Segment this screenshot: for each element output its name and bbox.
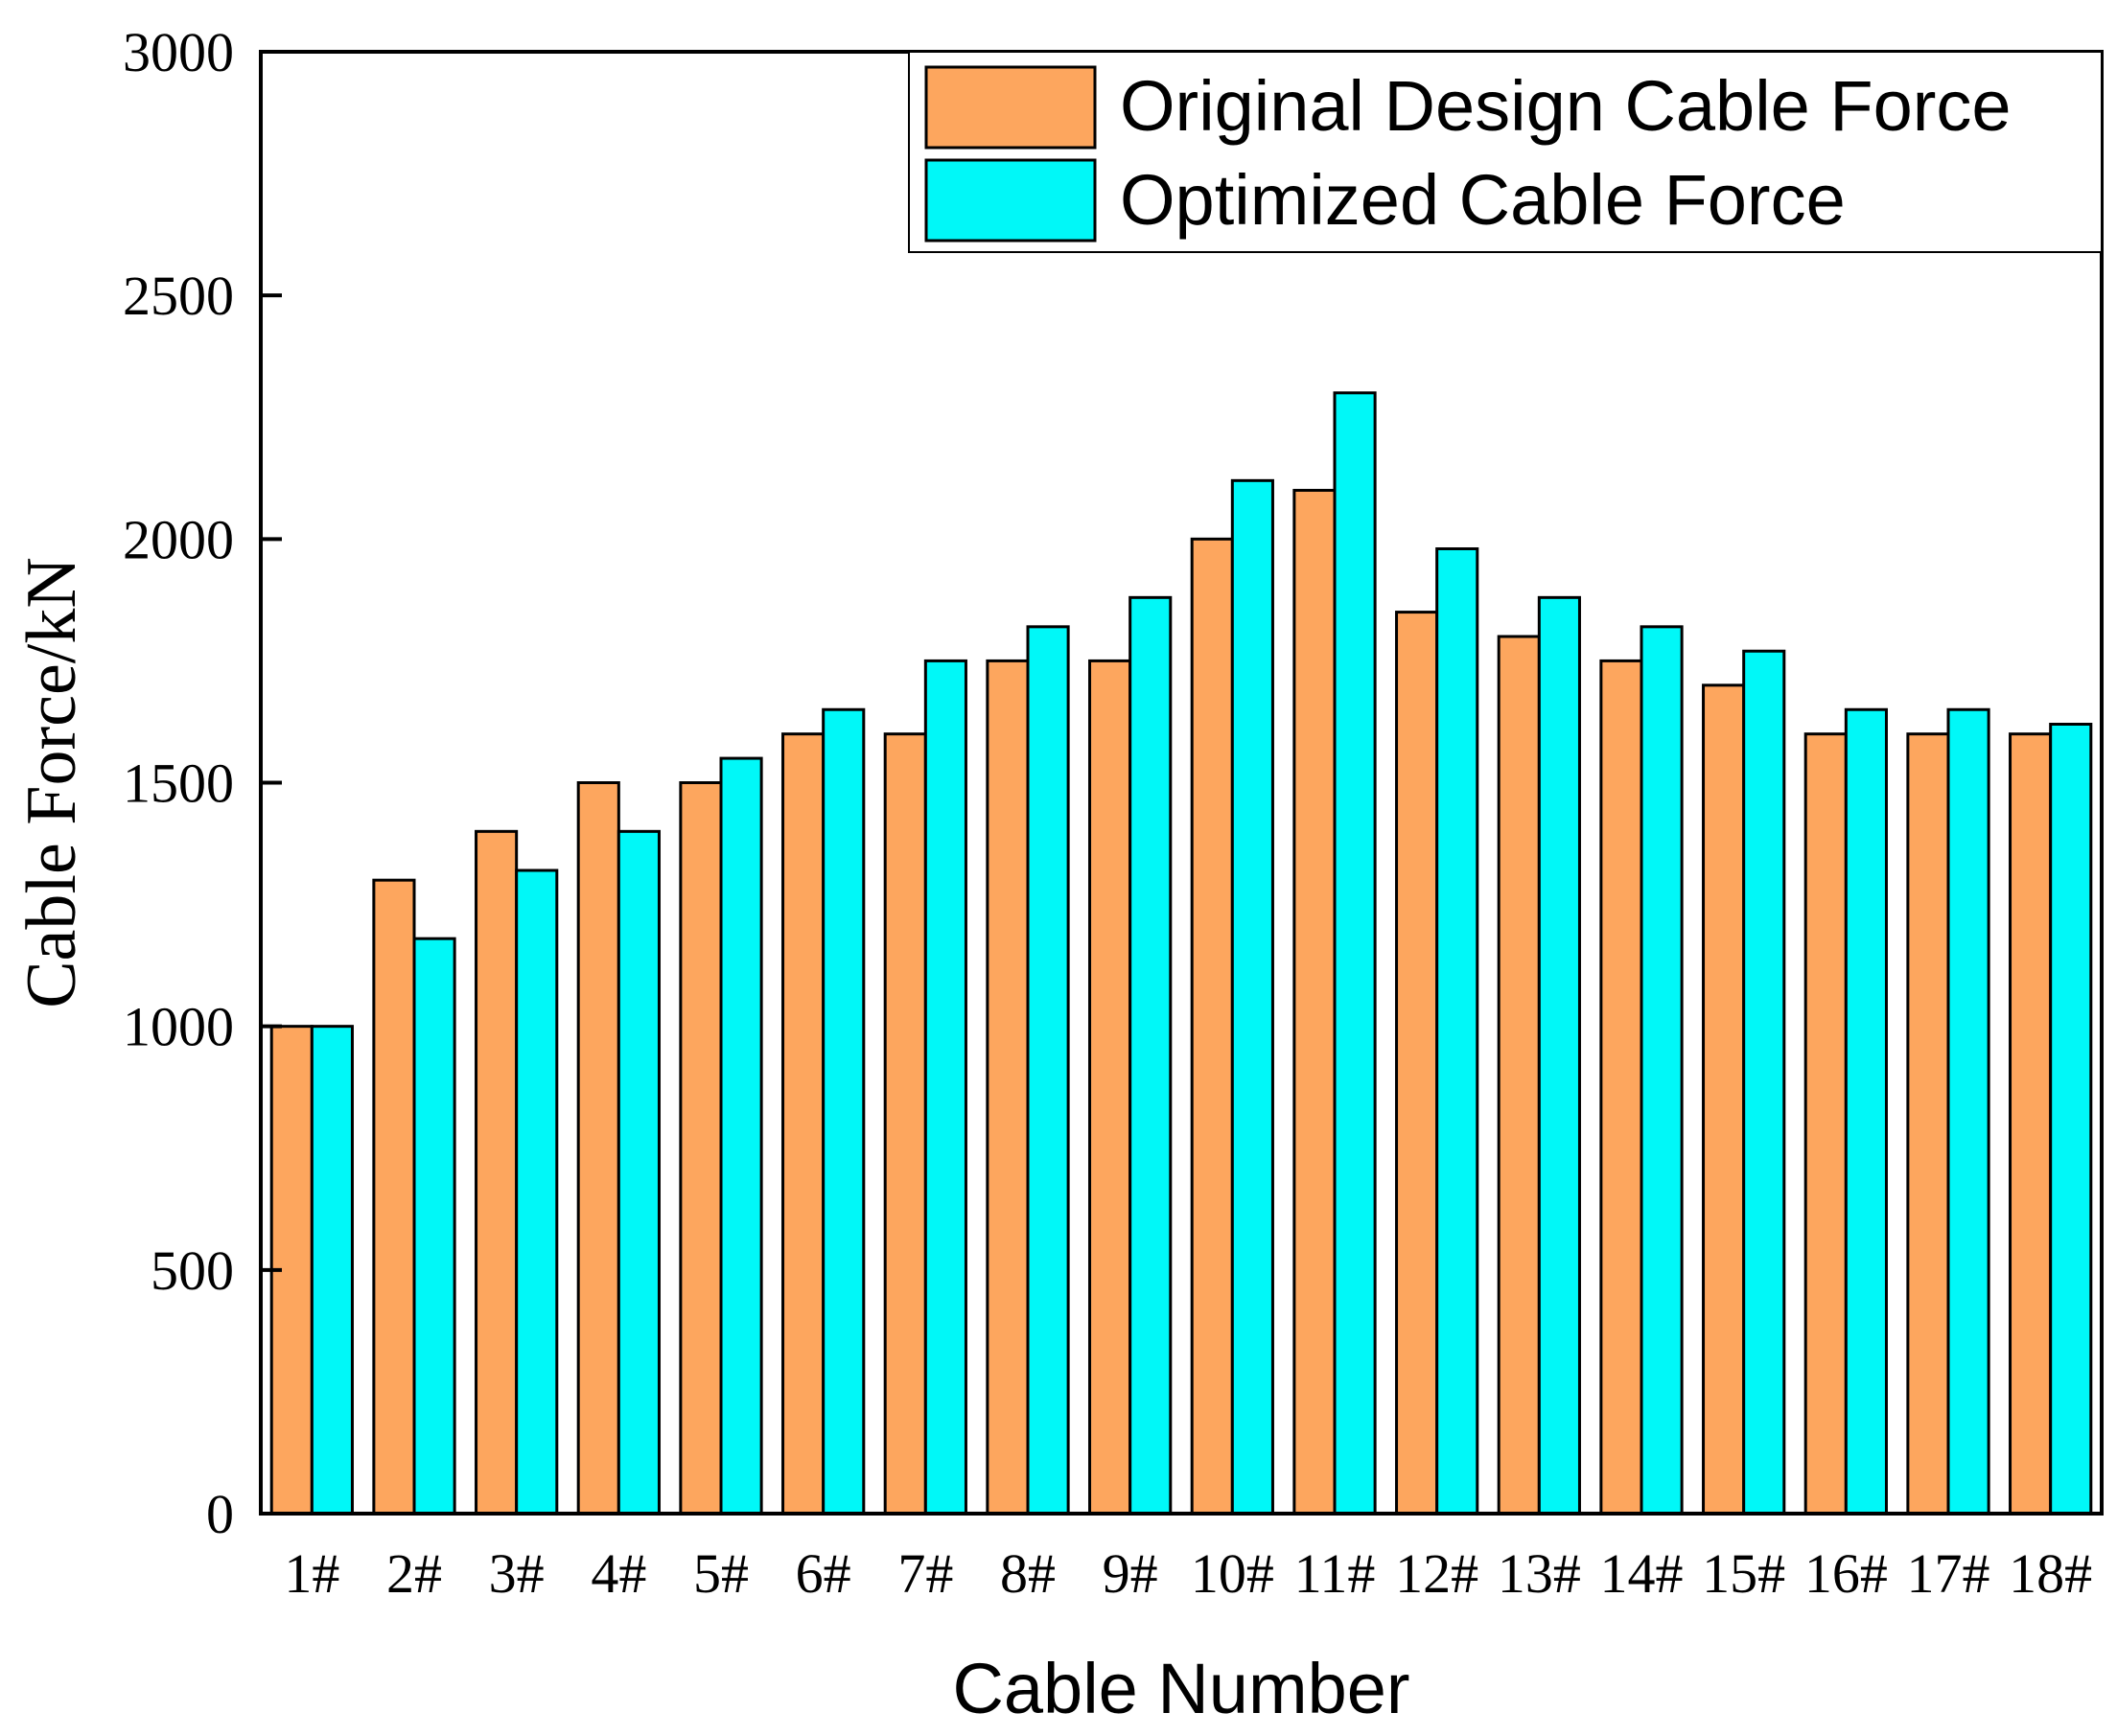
legend: Original Design Cable Force Optimized Ca… — [908, 51, 2103, 253]
bar-original-17 — [1906, 732, 1950, 1516]
y-axis-label: Cable Force/kN — [12, 557, 91, 1008]
y-tick-label: 500 — [151, 1239, 234, 1302]
y-tick-label: 1500 — [123, 752, 234, 815]
bar-original-16 — [1803, 732, 1848, 1516]
bar-original-8 — [986, 659, 1030, 1516]
bar-optimized-8 — [1026, 625, 1070, 1516]
legend-swatch-original — [924, 65, 1097, 150]
x-tick-label: 13# — [1498, 1542, 1581, 1605]
legend-label-original: Original Design Cable Force — [1120, 66, 2012, 146]
bar-optimized-13 — [1537, 595, 1581, 1516]
x-tick-label: 1# — [284, 1542, 339, 1605]
x-tick-label: 2# — [386, 1542, 442, 1605]
y-tick-label: 0 — [206, 1483, 234, 1545]
x-tick-label: 7# — [897, 1542, 953, 1605]
x-tick-label: 8# — [1000, 1542, 1056, 1605]
x-tick-label: 4# — [591, 1542, 646, 1605]
bar-optimized-15 — [1742, 649, 1786, 1516]
y-tick-label: 1000 — [123, 996, 234, 1058]
x-tick-label: 18# — [2009, 1542, 2092, 1605]
x-tick-label: 5# — [693, 1542, 749, 1605]
x-tick-label: 12# — [1395, 1542, 1478, 1605]
bar-original-15 — [1702, 683, 1746, 1516]
bar-original-11 — [1292, 489, 1337, 1516]
x-tick-label: 10# — [1191, 1542, 1274, 1605]
x-tick-label: 6# — [796, 1542, 851, 1605]
bar-optimized-17 — [1946, 707, 1990, 1516]
bar-optimized-12 — [1435, 547, 1479, 1516]
bar-original-7 — [883, 732, 927, 1516]
y-tick-label: 2500 — [123, 265, 234, 327]
bar-original-5 — [679, 781, 723, 1516]
bar-original-14 — [1599, 659, 1643, 1516]
bar-original-6 — [781, 732, 826, 1516]
bar-optimized-7 — [923, 659, 967, 1516]
bar-optimized-1 — [310, 1025, 354, 1516]
bar-optimized-10 — [1230, 478, 1274, 1516]
x-tick-label: 9# — [1103, 1542, 1158, 1605]
bar-original-10 — [1190, 537, 1234, 1516]
y-tick-label: 3000 — [123, 21, 234, 83]
bar-original-2 — [372, 878, 416, 1516]
x-axis-label: Cable Number — [952, 1649, 1409, 1728]
x-tick-label: 16# — [1804, 1542, 1888, 1605]
x-axis: 1# 2# 3# 4# 5# 6# 7# 8# 9# 10# 11# 12# 13# 14# 15# 16# 1… — [284, 1542, 2092, 1605]
bar-original-4 — [576, 781, 620, 1516]
bar-optimized-2 — [412, 937, 456, 1516]
bar-original-18 — [2009, 732, 2053, 1516]
bar-optimized-18 — [2049, 723, 2093, 1516]
bar-optimized-6 — [822, 707, 866, 1516]
legend-box — [908, 51, 2103, 253]
x-tick-label: 17# — [1907, 1542, 1990, 1605]
bar-optimized-16 — [1844, 707, 1888, 1516]
bar-original-9 — [1088, 659, 1132, 1516]
bar-optimized-5 — [719, 756, 763, 1516]
y-axis: 0 500 1000 1500 2000 2500 3000 — [123, 21, 282, 1545]
bar-optimized-14 — [1640, 625, 1684, 1516]
bar-optimized-3 — [515, 868, 559, 1516]
y-tick-label: 2000 — [123, 508, 234, 570]
legend-label-optimized: Optimized Cable Force — [1120, 160, 1846, 240]
bar-original-13 — [1497, 635, 1541, 1516]
legend-swatch-optimized — [924, 158, 1097, 243]
bar-optimized-11 — [1333, 391, 1377, 1516]
bar-optimized-4 — [616, 829, 661, 1516]
bar-optimized-9 — [1128, 595, 1173, 1516]
bar-original-3 — [475, 829, 519, 1516]
x-tick-label: 3# — [489, 1542, 545, 1605]
bar-original-12 — [1395, 611, 1439, 1516]
x-tick-label: 14# — [1600, 1542, 1684, 1605]
bars — [269, 391, 2093, 1516]
x-tick-label: 15# — [1702, 1542, 1785, 1605]
x-tick-label: 11# — [1294, 1542, 1376, 1605]
